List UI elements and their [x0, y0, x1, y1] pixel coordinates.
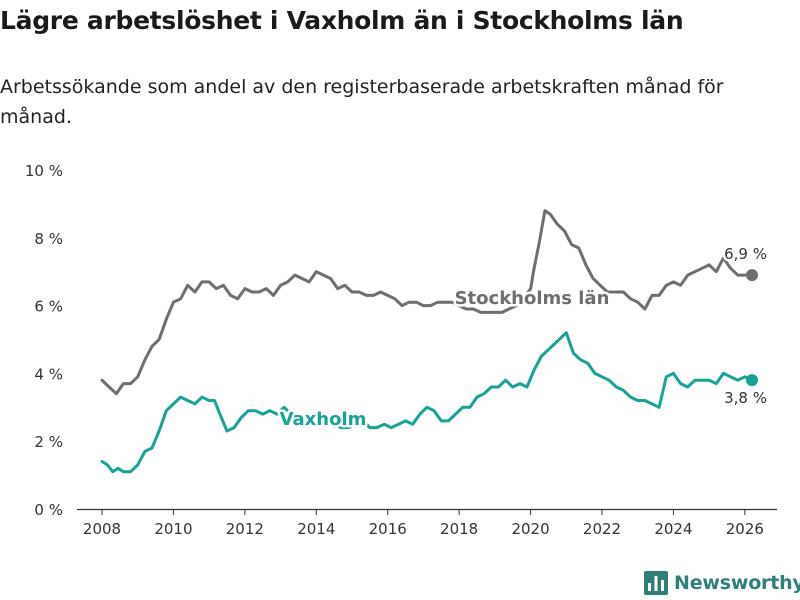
vaxholm-series-label-halo: Vaxholm [280, 409, 367, 430]
x-tick-label: 2018 [440, 520, 478, 538]
y-tick-label: 2 % [34, 433, 63, 451]
stockholm-series-label-halo: Stockholms län [455, 288, 610, 309]
newsworthy-brand: Newsworthy [644, 568, 800, 598]
stockholm-line [100, 209, 754, 396]
y-tick-label: 10 % [25, 162, 63, 180]
x-tick-label: 2016 [369, 520, 407, 538]
vaxholm-end-value-text: 3,8 % [724, 389, 767, 407]
vaxholm-end-point [746, 374, 758, 387]
chart-subtitle: Arbetssökande som andel av den registerb… [0, 76, 724, 128]
x-tick-label: 2012 [226, 520, 264, 538]
x-axis: 2008 2010 2012 2014 2016 2018 2020 2022 2024 2026 [77, 508, 777, 538]
x-tick-label: 2022 [583, 520, 621, 538]
y-tick-label: 6 % [34, 298, 63, 316]
stockholm-series-label-text: Stockholms län [455, 288, 610, 309]
vaxholm-series-label-text: Vaxholm [280, 409, 367, 430]
x-tick-label: 2008 [83, 520, 121, 538]
stockholm-end-value: 6,9 %6,9 % [722, 243, 770, 266]
x-tick-label: 2024 [654, 520, 692, 538]
series-layer [100, 209, 758, 474]
vaxholm-line [100, 331, 754, 474]
chart-title: Lägre arbetslöshet i Vaxholm än i Stockh… [0, 6, 684, 35]
x-tick-label: 2010 [154, 520, 192, 538]
y-tick-label: 8 % [34, 230, 63, 248]
bar-chart-logo-icon [644, 571, 668, 595]
vaxholm-end-value: 3,8 %3,8 % [722, 387, 770, 410]
x-tick-label: 2020 [511, 520, 549, 538]
x-tick-label: 2014 [297, 520, 335, 538]
y-tick-label: 0 % [34, 501, 63, 519]
y-axis: 0 % 2 % 4 % 6 % 8 % 10 % [25, 162, 63, 519]
stockholm-end-point [746, 269, 758, 282]
vaxholm-end-value-halo: 3,8 % [724, 389, 767, 407]
x-tick-label: 2026 [726, 520, 764, 538]
stockholm-end-value-text: 6,9 % [724, 245, 767, 263]
y-tick-label: 4 % [34, 365, 63, 383]
stockholm-end-value-halo: 6,9 % [724, 245, 767, 263]
brand-name: Newsworthy [674, 572, 800, 594]
